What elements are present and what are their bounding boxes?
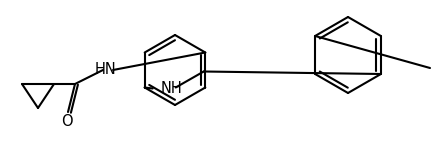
Text: O: O: [61, 114, 73, 129]
Text: HN: HN: [94, 63, 116, 78]
Text: NH: NH: [161, 81, 183, 96]
